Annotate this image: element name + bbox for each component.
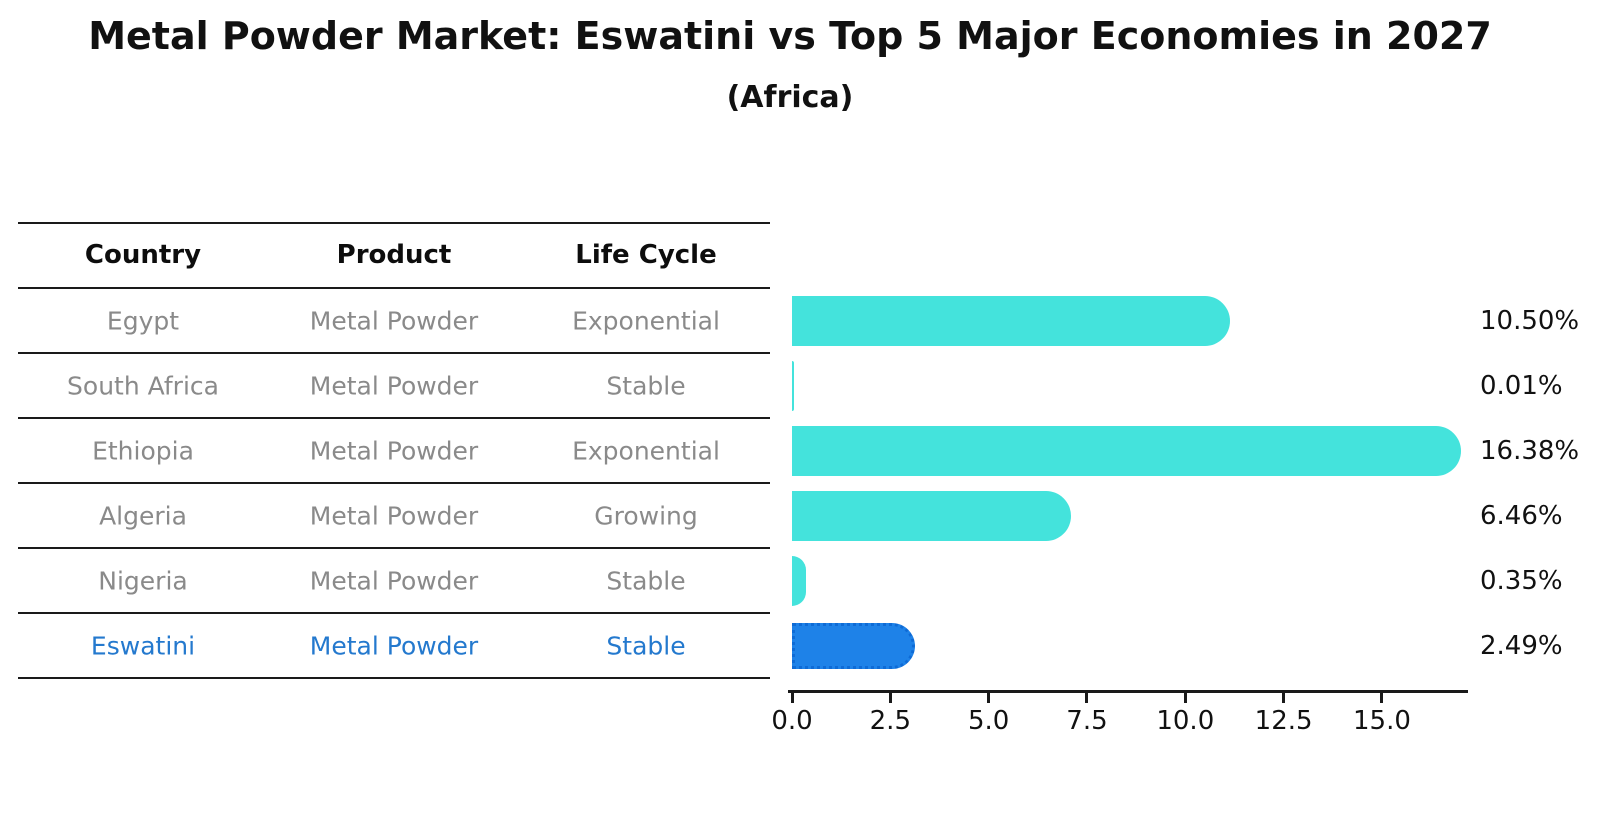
table-rule-line (18, 677, 770, 679)
bar-highlight-eswatini (792, 622, 915, 669)
x-axis-tick (888, 693, 892, 703)
table-rule-line (18, 222, 770, 224)
x-axis-tick (1183, 693, 1187, 703)
x-axis-tick-label: 2.5 (869, 706, 911, 736)
table-header-life-cycle: Life Cycle (575, 240, 717, 270)
x-axis-tick (1282, 693, 1286, 703)
bar-south-africa (792, 360, 794, 411)
x-axis-tick (1380, 693, 1384, 703)
cell-life-cycle: Exponential (572, 306, 720, 335)
x-axis-tick-label: 15.0 (1352, 706, 1411, 736)
cell-product: Metal Powder (309, 501, 479, 530)
cell-country: Nigeria (98, 566, 188, 595)
bar-nigeria (792, 555, 806, 606)
bar-egypt (792, 295, 1230, 346)
chart-subtitle: (Africa) (726, 80, 854, 115)
cell-country: Eswatini (90, 631, 196, 660)
table-rule-line (18, 287, 770, 289)
cell-life-cycle: Stable (606, 371, 686, 400)
cell-product: Metal Powder (309, 566, 479, 595)
cell-product: Metal Powder (309, 631, 479, 660)
table-header-country: Country (84, 240, 202, 270)
x-axis-tick-label: 5.0 (967, 706, 1010, 736)
chart-title: Metal Powder Market: Eswatini vs Top 5 M… (88, 14, 1492, 58)
cell-life-cycle: Exponential (572, 436, 720, 465)
value-label: 2.49% (1480, 630, 1563, 661)
x-axis-tick (987, 693, 991, 703)
cell-life-cycle: Stable (606, 566, 686, 595)
x-axis-tick-label: 7.5 (1066, 706, 1108, 736)
value-label: 16.38% (1480, 435, 1580, 466)
x-axis-tick (790, 693, 794, 703)
bar-ethiopia (792, 425, 1462, 476)
table-rule-line (18, 417, 770, 419)
cell-product: Metal Powder (309, 371, 479, 400)
x-axis-tick-label: 12.5 (1254, 706, 1313, 736)
cell-country: Egypt (106, 306, 180, 335)
table-rule-line (18, 482, 770, 484)
table-header-product: Product (336, 240, 452, 270)
value-label: 0.35% (1480, 565, 1563, 596)
table-rule-line (18, 352, 770, 354)
cell-product: Metal Powder (309, 436, 479, 465)
value-label: 0.01% (1480, 370, 1563, 401)
cell-country: Ethiopia (92, 436, 194, 465)
cell-life-cycle: Growing (594, 501, 698, 530)
cell-life-cycle: Stable (606, 631, 686, 660)
value-label: 10.50% (1480, 305, 1580, 336)
x-axis-tick-label: 10.0 (1156, 706, 1215, 736)
x-axis-line (788, 690, 1468, 693)
x-axis-tick (1085, 693, 1089, 703)
table-rule-line (18, 612, 770, 614)
bar-algeria (792, 490, 1072, 541)
cell-country: South Africa (67, 371, 219, 400)
cell-product: Metal Powder (309, 306, 479, 335)
table-rule-line (18, 547, 770, 549)
x-axis-tick-label: 0.0 (771, 706, 813, 736)
value-label: 6.46% (1480, 500, 1563, 531)
cell-country: Algeria (99, 501, 187, 530)
